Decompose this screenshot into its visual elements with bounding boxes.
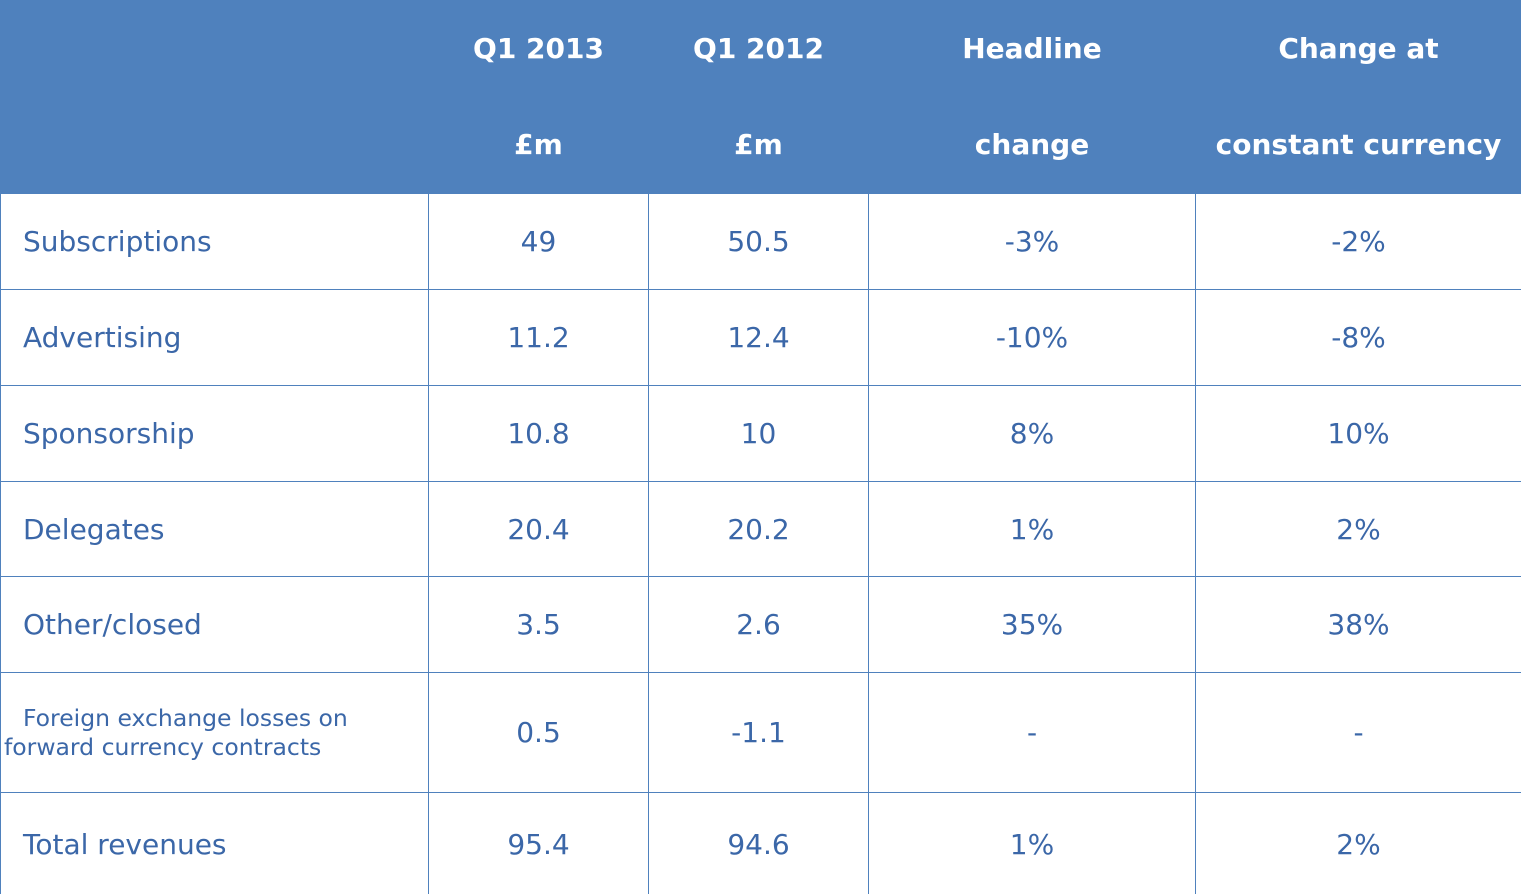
cell: 35% — [868, 576, 1196, 673]
header-cell: Change at constant currency — [1195, 0, 1521, 194]
header-line: constant currency — [1215, 128, 1502, 161]
table-row: Subscriptions 49 50.5 -3% -2% — [0, 193, 1521, 290]
cell: 11.2 — [428, 289, 649, 386]
cell: 49 — [428, 193, 649, 290]
cell: - — [868, 672, 1196, 793]
table-body: Subscriptions 49 50.5 -3% -2% Advertising 11.2… — [0, 193, 1521, 894]
cell: 50.5 — [648, 193, 869, 290]
header-line: Q1 2013 — [473, 32, 604, 65]
cell: -2% — [1195, 193, 1521, 290]
cell: 10% — [1195, 385, 1521, 482]
cell: 8% — [868, 385, 1196, 482]
cell: 2% — [1195, 792, 1521, 894]
header-row: Q1 2013 £m Q1 2012 £m Headline change Change a… — [0, 0, 1521, 194]
cell: 10.8 — [428, 385, 649, 482]
header-line: change — [974, 128, 1090, 161]
header-line: £m — [734, 128, 783, 161]
cell: -8% — [1195, 289, 1521, 386]
table-row: Foreign exchange losses on forward curre… — [0, 672, 1521, 793]
cell: - — [1195, 672, 1521, 793]
cell: -10% — [868, 289, 1196, 386]
row-label: Foreign exchange losses on forward curre… — [0, 672, 429, 793]
row-label: Delegates — [0, 481, 429, 577]
cell: 0.5 — [428, 672, 649, 793]
cell: -1.1 — [648, 672, 869, 793]
cell: 20.2 — [648, 481, 869, 577]
row-label: Total revenues — [0, 792, 429, 894]
table-row: Delegates 20.4 20.2 1% 2% — [0, 481, 1521, 577]
table-header: Q1 2013 £m Q1 2012 £m Headline change Change a… — [0, 0, 1521, 194]
cell: 1% — [868, 792, 1196, 894]
row-label: Sponsorship — [0, 385, 429, 482]
header-cell — [0, 0, 429, 194]
cell: 2% — [1195, 481, 1521, 577]
table-row: Other/closed 3.5 2.6 35% 38% — [0, 576, 1521, 673]
cell: 1% — [868, 481, 1196, 577]
table-row: Advertising 11.2 12.4 -10% -8% — [0, 289, 1521, 386]
header-line: Change at — [1278, 32, 1439, 65]
cell: 94.6 — [648, 792, 869, 894]
cell: 20.4 — [428, 481, 649, 577]
row-label: Other/closed — [0, 576, 429, 673]
cell: 12.4 — [648, 289, 869, 386]
cell: 2.6 — [648, 576, 869, 673]
cell: -3% — [868, 193, 1196, 290]
header-cell: Headline change — [868, 0, 1196, 194]
header-cell: Q1 2012 £m — [648, 0, 869, 194]
cell: 10 — [648, 385, 869, 482]
header-cell: Q1 2013 £m — [428, 0, 649, 194]
row-label: Advertising — [0, 289, 429, 386]
row-label: Subscriptions — [0, 193, 429, 290]
header-line: Headline — [962, 32, 1102, 65]
cell: 3.5 — [428, 576, 649, 673]
cell: 38% — [1195, 576, 1521, 673]
table-row: Total revenues 95.4 94.6 1% 2% — [0, 792, 1521, 894]
header-line: Q1 2012 — [693, 32, 824, 65]
cell: 95.4 — [428, 792, 649, 894]
table-row: Sponsorship 10.8 10 8% 10% — [0, 385, 1521, 482]
header-line: £m — [514, 128, 563, 161]
